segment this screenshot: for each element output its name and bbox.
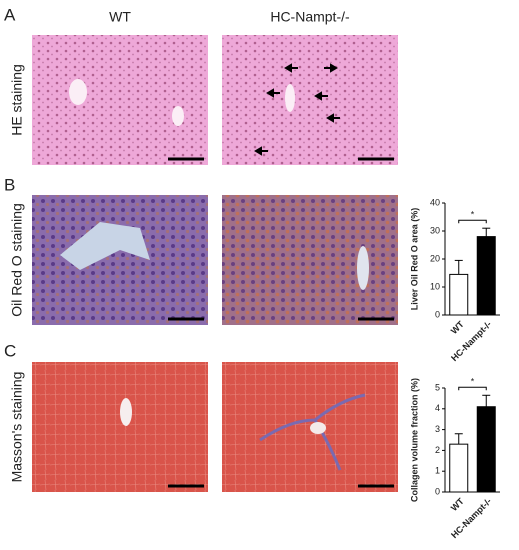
histology-images <box>32 35 398 492</box>
significance-label: * <box>471 377 475 387</box>
vessel <box>120 398 132 426</box>
masson-wt-image <box>32 362 208 492</box>
masson-ko-image <box>222 362 398 492</box>
oro-ko-image <box>222 195 398 325</box>
panel-letter: A <box>4 5 16 24</box>
y-tick-label: 5 <box>435 382 440 392</box>
arrows <box>254 63 340 156</box>
significance-bracket <box>458 386 487 391</box>
y-tick-label: 0 <box>435 309 440 319</box>
bar <box>449 273 469 316</box>
vessel <box>285 84 295 112</box>
y-tick-label: 30 <box>430 225 440 235</box>
y-axis-label: Collagen volume fraction (%) <box>409 378 419 502</box>
he-ko-image <box>222 35 398 165</box>
row-label: Masson's staining <box>9 372 25 483</box>
scale-bars <box>168 157 394 488</box>
vessel <box>69 79 87 105</box>
bar <box>449 443 469 493</box>
vessel <box>60 222 150 270</box>
y-tick-label: 10 <box>430 281 440 291</box>
y-tick-label: 4 <box>435 403 440 413</box>
row-label: HE staining <box>9 64 25 136</box>
panel-letter: B <box>4 175 15 194</box>
significance-bracket <box>458 219 487 224</box>
column-label: HC-Nampt-/- <box>270 9 350 25</box>
panel-letter: C <box>4 341 16 360</box>
x-tick-label: WT <box>449 319 466 336</box>
y-axis-label: Liver Oil Red O area (%) <box>409 208 419 311</box>
y-tick-label: 2 <box>435 445 440 455</box>
y-tick-label: 20 <box>430 253 440 263</box>
bar <box>476 406 496 493</box>
row-label: Oil Red O staining <box>9 203 25 317</box>
y-tick-label: 40 <box>430 197 440 207</box>
bar <box>476 236 496 316</box>
oro-wt-image <box>32 195 208 325</box>
y-tick-label: 1 <box>435 466 440 476</box>
x-tick-label: WT <box>449 496 466 513</box>
vessel <box>172 106 184 126</box>
significance-label: * <box>471 210 475 220</box>
he-wt-image <box>32 35 208 165</box>
vessel <box>310 422 326 434</box>
y-tick-label: 0 <box>435 486 440 496</box>
column-label: WT <box>109 9 131 25</box>
y-tick-label: 3 <box>435 424 440 434</box>
vessel <box>357 246 369 290</box>
